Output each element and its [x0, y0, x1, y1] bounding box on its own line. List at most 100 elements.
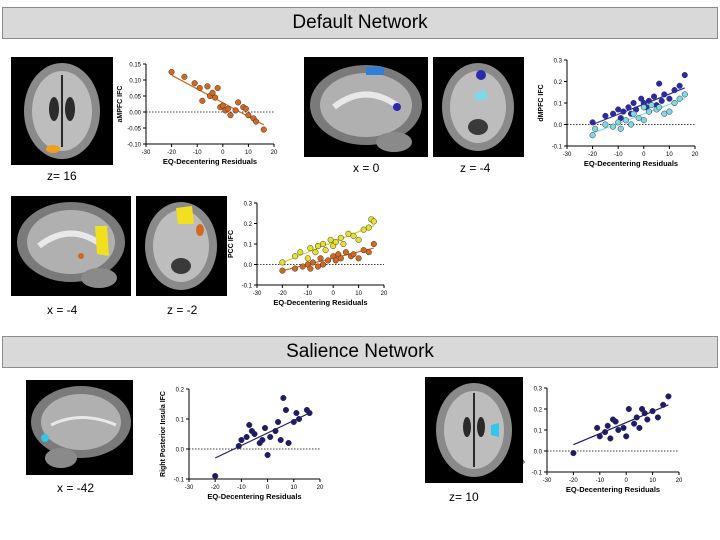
data-point	[636, 424, 643, 431]
x-axis-label: EQ-Decentering Residuals	[163, 157, 257, 166]
data-point	[196, 84, 203, 92]
section-banner-default: Default Network	[2, 7, 718, 39]
data-point	[658, 97, 665, 104]
x-tick-label: -20	[211, 485, 220, 491]
data-point	[681, 91, 688, 98]
data-point	[322, 247, 329, 254]
data-point	[307, 265, 314, 272]
y-tick-label: 0.2	[534, 408, 543, 414]
data-point	[355, 236, 362, 243]
data-point	[209, 89, 216, 96]
x-tick-label: -10	[193, 150, 202, 156]
data-point	[620, 108, 627, 115]
data-point	[235, 99, 242, 106]
data-point	[681, 72, 688, 79]
data-point	[610, 110, 617, 117]
data-point	[607, 435, 614, 442]
y-tick-label: 0.3	[244, 202, 253, 208]
y-tick-label: 0.0	[554, 123, 563, 129]
data-point	[676, 82, 683, 89]
data-point	[312, 249, 319, 256]
x-tick-label: 10	[666, 152, 673, 158]
data-point	[676, 95, 683, 102]
y-tick-label: 0.3	[534, 387, 543, 393]
y-tick-label: 0.1	[554, 102, 563, 108]
data-point	[309, 259, 316, 266]
data-point	[620, 424, 627, 431]
data-point	[279, 259, 286, 266]
data-point	[671, 99, 678, 107]
data-point	[227, 112, 234, 119]
caption-x0: x = 0	[353, 161, 380, 175]
data-point	[592, 125, 599, 132]
fit-line	[592, 87, 685, 126]
caption-z10: z= 10	[449, 490, 479, 504]
data-point	[631, 420, 638, 427]
y-tick-label: 0.2	[176, 388, 185, 394]
data-point	[602, 112, 609, 119]
data-point	[293, 409, 300, 417]
data-point	[212, 94, 219, 101]
x-tick-label: 0	[625, 478, 629, 484]
data-point	[589, 119, 596, 126]
data-point	[345, 230, 352, 237]
data-point	[625, 104, 632, 111]
caption-z-2: z = -2	[167, 303, 198, 317]
data-point	[617, 125, 624, 132]
data-point	[290, 418, 297, 426]
data-point	[360, 247, 367, 254]
y-tick-label: 0.1	[244, 243, 253, 249]
data-point	[602, 429, 609, 436]
data-point	[304, 255, 311, 262]
data-point	[627, 121, 635, 128]
data-point	[245, 112, 252, 119]
data-point	[615, 106, 622, 113]
data-point	[260, 126, 267, 133]
data-point	[594, 424, 601, 431]
data-point	[325, 257, 332, 264]
x-tick-label: -20	[278, 291, 287, 297]
x-tick-label: -10	[237, 485, 246, 491]
x-tick-label: 0	[332, 291, 336, 297]
data-point	[251, 430, 258, 438]
data-point	[307, 245, 314, 252]
data-point	[350, 251, 357, 258]
data-point	[625, 405, 632, 413]
x-tick-label: 0	[221, 150, 225, 156]
y-tick-label: -0.10	[127, 143, 141, 149]
data-point	[168, 68, 175, 76]
y-tick-label: 0.0	[534, 450, 543, 456]
x-tick-label: -10	[303, 291, 312, 297]
brain-axial-z10	[425, 377, 523, 483]
brain-sagittal-x-4	[11, 196, 131, 296]
data-point	[370, 240, 377, 248]
data-point	[332, 257, 339, 264]
data-point	[282, 406, 289, 414]
data-point	[656, 104, 663, 111]
data-point	[641, 410, 648, 417]
x-tick-label: -10	[614, 152, 623, 158]
data-point	[327, 236, 334, 243]
data-point	[181, 73, 188, 80]
y-tick-label: -0.1	[242, 284, 253, 290]
y-axis-label: Right Anterior Insula IFC	[518, 389, 525, 471]
data-point	[644, 416, 651, 423]
data-point	[337, 234, 344, 241]
x-tick-label: 10	[355, 291, 362, 297]
x-tick-label: 10	[245, 150, 252, 156]
y-tick-label: 0.1	[176, 418, 185, 424]
data-point	[640, 117, 647, 124]
x-tick-label: 20	[317, 485, 324, 491]
data-point	[656, 80, 663, 87]
y-tick-label: 0.0	[176, 448, 185, 454]
x-tick-label: 20	[271, 150, 278, 156]
data-point	[635, 115, 642, 122]
data-point	[645, 108, 652, 115]
data-point	[259, 436, 266, 444]
data-point	[596, 433, 603, 440]
y-tick-label: 0.2	[554, 80, 563, 86]
data-point	[612, 418, 619, 425]
